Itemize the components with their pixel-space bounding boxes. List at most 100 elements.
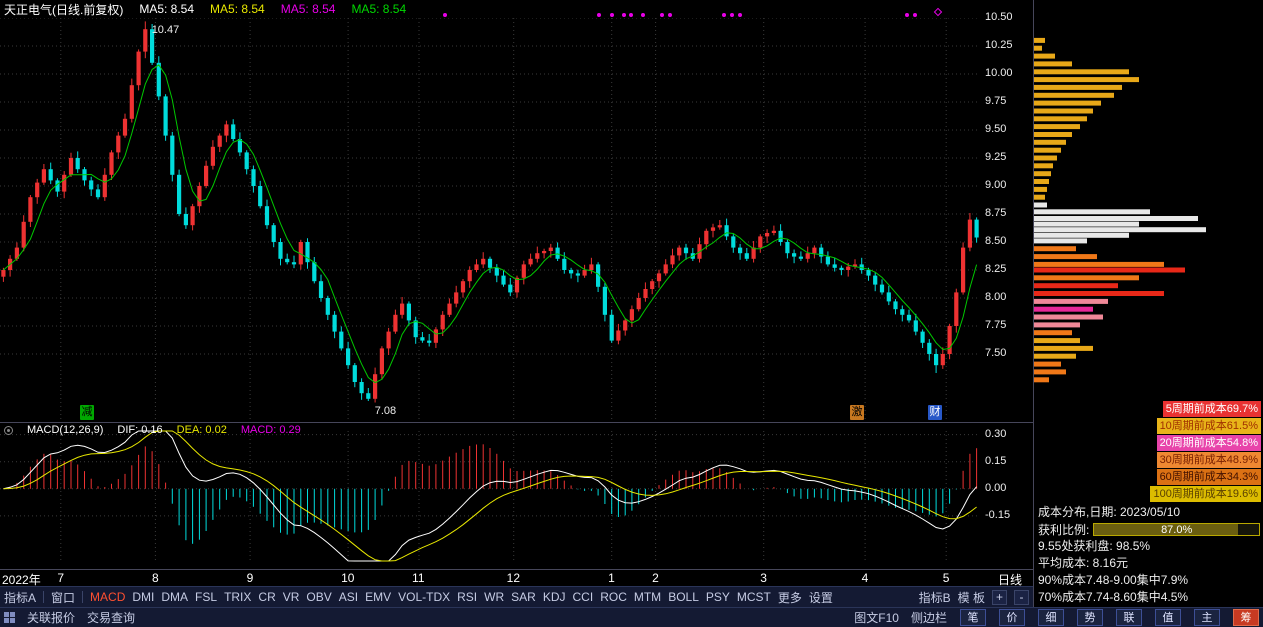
price-axis-label: 9.25 [985, 151, 1007, 163]
indicator-trix[interactable]: TRIX [224, 590, 252, 604]
price-axis-label: 10.00 [985, 67, 1013, 79]
profit-ratio-label: 获利比例: [1038, 523, 1090, 537]
indicator-wr[interactable]: WR [484, 590, 505, 604]
event-marker-dot [913, 13, 917, 17]
ma-value-label: MA5: 8.54 [351, 2, 407, 16]
indicator-boll[interactable]: BOLL [668, 590, 699, 604]
profit-ratio-bar: 87.0% [1093, 523, 1260, 536]
indicator-sar[interactable]: SAR [511, 590, 536, 604]
price-axis-label: 8.50 [985, 235, 1007, 247]
status-bar: 关联报价 交易查询 图文F10 侧边栏笔价细势联值主筹 [0, 607, 1263, 627]
indicator-mtm[interactable]: MTM [633, 590, 662, 604]
mini-tab-势[interactable]: 势 [1077, 609, 1103, 626]
panel-divider [1033, 0, 1034, 607]
indicator-psy[interactable]: PSY [705, 590, 730, 604]
chip-distribution-panel: 5周期前成本69.7% 10周期前成本61.5% 20周期前成本54.8% 30周期前… [1034, 0, 1263, 607]
indicator-obv[interactable]: OBV [306, 590, 332, 604]
statusbar-侧边栏[interactable]: 侧边栏 [910, 611, 947, 625]
profit-ratio-fill [1094, 524, 1238, 535]
time-axis-tick: 10 [341, 571, 355, 585]
event-marker-dot [443, 13, 447, 17]
event-marker-dot [610, 13, 614, 17]
statusbar-交易查询[interactable]: 交易查询 [87, 611, 136, 625]
mini-tab-联[interactable]: 联 [1116, 609, 1142, 626]
price-axis-label: 7.50 [985, 347, 1007, 359]
mini-tab-笔[interactable]: 笔 [960, 609, 986, 626]
cost-legend: 100周期前成本19.6% [1150, 486, 1261, 502]
indicator-cci[interactable]: CCI [572, 590, 594, 604]
indicator-vol-tdx[interactable]: VOL-TDX [398, 590, 451, 604]
price-axis-label: 7.75 [985, 319, 1007, 331]
indicator-dmi[interactable]: DMI [132, 590, 155, 604]
indicator-mcst[interactable]: MCST [736, 590, 771, 604]
indicator-更多[interactable]: 更多 [777, 590, 802, 605]
event-marker-diamond [933, 7, 943, 17]
event-marker-dot [722, 13, 726, 17]
price-axis-label: 9.50 [985, 123, 1007, 135]
indicator-emv[interactable]: EMV [365, 590, 392, 604]
dif-value: DIF: 0.16 [117, 424, 163, 436]
indicator-fsl[interactable]: FSL [195, 590, 218, 604]
grid-menu-icon[interactable] [4, 612, 15, 623]
period-label[interactable]: 日线 [998, 573, 1023, 587]
profit-ratio-value: 87.0% [1161, 524, 1193, 536]
cost-legend: 5周期前成本69.7% [1162, 401, 1261, 417]
cost-legend: 10周期前成本61.5% [1156, 418, 1261, 434]
ma-value-label: MA5: 8.54 [280, 2, 336, 16]
indicator-kdj[interactable]: KDJ [542, 590, 566, 604]
mini-tab-价[interactable]: 价 [999, 609, 1025, 626]
mini-tab-细[interactable]: 细 [1038, 609, 1064, 626]
indicator-collapse-icon[interactable] [4, 425, 13, 435]
time-axis-tick: 12 [506, 571, 520, 585]
statusbar-关联报价[interactable]: 关联报价 [27, 611, 76, 625]
signal-badge: 激 [850, 405, 864, 420]
event-marker-dot [641, 13, 645, 17]
toolbar-指标A[interactable]: 指标A [4, 590, 37, 605]
time-axis-tick: 11 [412, 571, 425, 585]
indicator-dma[interactable]: DMA [161, 590, 189, 604]
zoom-out-button[interactable]: - [1014, 589, 1029, 605]
mini-tab-筹[interactable]: 筹 [1233, 609, 1259, 626]
indicator-rsi[interactable]: RSI [457, 590, 478, 604]
toolbar-模板[interactable]: 模 板 [957, 590, 985, 605]
indicator-vr[interactable]: VR [282, 590, 300, 604]
time-axis-tick: 8 [151, 571, 159, 585]
signal-badge: 财 [928, 405, 942, 420]
time-axis-tick: 4 [861, 571, 869, 585]
candlestick-chart[interactable]: 10.47 7.08 减 激 财 [0, 18, 980, 422]
price-axis: 10.50 10.25 10.00 9.75 9.50 9.25 9.00 8.75 8.50 8… [981, 11, 1033, 422]
indicator-roc[interactable]: ROC [600, 590, 627, 604]
macd-value: MACD: 0.29 [240, 424, 301, 436]
stock-title: 天正电气(日线.前复权) [4, 2, 124, 17]
dea-value: DEA: 0.02 [176, 424, 227, 436]
macd-header: MACD(12,26,9) DIF: 0.16 DEA: 0.02 MACD: … [0, 423, 301, 437]
indicator-设置[interactable]: 设置 [808, 590, 833, 605]
macd-name: MACD(12,26,9) [27, 424, 104, 436]
indicator-toolbar: 指标A 窗口 MACD DMI DMA FSL TRIX CR VR OBV ASI EMV VOL-T… [0, 586, 1033, 607]
event-marker-dot [730, 13, 734, 17]
price-axis-label: 8.00 [985, 291, 1007, 303]
mini-tab-值[interactable]: 值 [1155, 609, 1181, 626]
indicator-asi[interactable]: ASI [338, 590, 359, 604]
macd-axis: 0.30 0.15 0.00 -0.15 [981, 423, 1033, 569]
cost-legend: 60周期前成本34.3% [1156, 469, 1261, 485]
event-marker-dot [660, 13, 664, 17]
indicator-macd[interactable]: MACD [90, 590, 126, 604]
cost-legend: 20周期前成本54.8% [1156, 435, 1261, 451]
mini-tab-主[interactable]: 主 [1194, 609, 1220, 626]
toolbar-窗口[interactable]: 窗口 [51, 590, 76, 605]
time-axis: 日线 2022年 7 8 9 10 11 12 1 2 3 4 5 [0, 570, 1033, 587]
cost-legend: 30周期前成本48.9% [1156, 452, 1261, 468]
time-axis-tick: 2022年 [2, 573, 41, 587]
toolbar-指标B[interactable]: 指标B [918, 590, 951, 605]
chart-title-bar: 天正电气(日线.前复权) MA5: 8.54 MA5: 8.54 MA5: 8.54… [0, 0, 1263, 18]
indicator-cr[interactable]: CR [258, 590, 276, 604]
event-marker-dot [668, 13, 672, 17]
zoom-in-button[interactable]: + [992, 589, 1007, 605]
price-axis-label: 9.75 [985, 95, 1007, 107]
panel-divider [0, 569, 1033, 570]
time-axis-tick: 7 [57, 571, 64, 585]
statusbar-图文F10[interactable]: 图文F10 [854, 611, 899, 625]
macd-panel[interactable]: MACD(12,26,9) DIF: 0.16 DEA: 0.02 MACD: … [0, 423, 980, 569]
